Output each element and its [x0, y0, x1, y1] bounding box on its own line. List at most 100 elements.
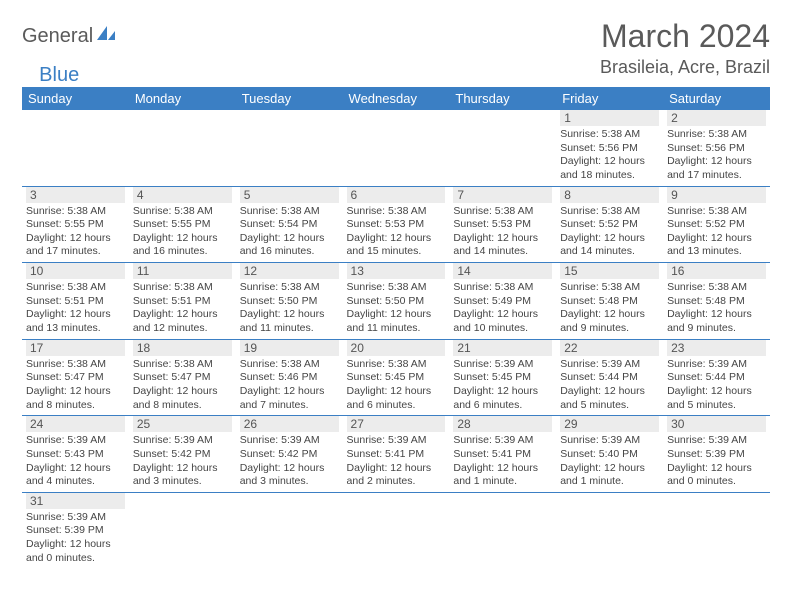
calendar-cell	[129, 110, 236, 186]
calendar-cell	[236, 110, 343, 186]
day-details: Sunrise: 5:39 AMSunset: 5:41 PMDaylight:…	[347, 434, 446, 489]
day-details: Sunrise: 5:38 AMSunset: 5:53 PMDaylight:…	[453, 205, 552, 260]
calendar-cell	[343, 492, 450, 568]
day-details: Sunrise: 5:39 AMSunset: 5:40 PMDaylight:…	[560, 434, 659, 489]
calendar-cell: 3Sunrise: 5:38 AMSunset: 5:55 PMDaylight…	[22, 186, 129, 263]
day-number: 8	[560, 187, 659, 203]
day-details: Sunrise: 5:38 AMSunset: 5:54 PMDaylight:…	[240, 205, 339, 260]
calendar-cell: 27 Sunrise: 5:39 AMSunset: 5:41 PMDayligh…	[343, 416, 450, 493]
calendar-cell: 20 Sunrise: 5:38 AMSunset: 5:45 PMDayligh…	[343, 339, 450, 416]
day-number: 20	[347, 340, 446, 356]
calendar-cell: 29 Sunrise: 5:39 AMSunset: 5:40 PMDayligh…	[556, 416, 663, 493]
day-number: 16	[667, 263, 766, 279]
calendar-cell: 7 Sunrise: 5:38 AMSunset: 5:53 PMDaylight…	[449, 186, 556, 263]
calendar-cell: 31 Sunrise: 5:39 AMSunset: 5:39 PMDayligh…	[22, 492, 129, 568]
day-details: Sunrise: 5:38 AMSunset: 5:47 PMDaylight:…	[133, 358, 232, 413]
calendar-cell: 15 Sunrise: 5:38 AMSunset: 5:48 PMDayligh…	[556, 263, 663, 340]
calendar-cell: 16Sunrise: 5:38 AMSunset: 5:48 PMDayligh…	[663, 263, 770, 340]
day-number: 24	[26, 416, 125, 432]
day-details: Sunrise: 5:38 AMSunset: 5:52 PMDaylight:…	[560, 205, 659, 260]
calendar-cell: 17Sunrise: 5:38 AMSunset: 5:47 PMDayligh…	[22, 339, 129, 416]
day-details: Sunrise: 5:38 AMSunset: 5:51 PMDaylight:…	[133, 281, 232, 336]
day-number: 11	[133, 263, 232, 279]
calendar-cell	[236, 492, 343, 568]
day-details: Sunrise: 5:39 AMSunset: 5:45 PMDaylight:…	[453, 358, 552, 413]
day-number: 15	[560, 263, 659, 279]
calendar-cell: 13 Sunrise: 5:38 AMSunset: 5:50 PMDayligh…	[343, 263, 450, 340]
weekday-header: Sunday	[22, 87, 129, 110]
calendar-cell: 18 Sunrise: 5:38 AMSunset: 5:47 PMDayligh…	[129, 339, 236, 416]
calendar-cell: 12 Sunrise: 5:38 AMSunset: 5:50 PMDayligh…	[236, 263, 343, 340]
day-number: 30	[667, 416, 766, 432]
day-number: 14	[453, 263, 552, 279]
calendar-cell: 26 Sunrise: 5:39 AMSunset: 5:42 PMDayligh…	[236, 416, 343, 493]
calendar-cell: 5Sunrise: 5:38 AMSunset: 5:54 PMDaylight…	[236, 186, 343, 263]
day-number: 27	[347, 416, 446, 432]
weekday-header: Monday	[129, 87, 236, 110]
day-details: Sunrise: 5:39 AMSunset: 5:44 PMDaylight:…	[667, 358, 766, 413]
day-details: Sunrise: 5:38 AMSunset: 5:56 PMDaylight:…	[560, 128, 659, 183]
day-number: 7	[453, 187, 552, 203]
day-number: 12	[240, 263, 339, 279]
calendar-cell	[556, 492, 663, 568]
calendar-cell: 8 Sunrise: 5:38 AMSunset: 5:52 PMDaylight…	[556, 186, 663, 263]
day-number: 21	[453, 340, 552, 356]
day-number: 22	[560, 340, 659, 356]
day-details: Sunrise: 5:38 AMSunset: 5:46 PMDaylight:…	[240, 358, 339, 413]
day-details: Sunrise: 5:39 AMSunset: 5:39 PMDaylight:…	[26, 511, 125, 566]
logo: General	[22, 24, 117, 48]
calendar-cell: 10 Sunrise: 5:38 AMSunset: 5:51 PMDayligh…	[22, 263, 129, 340]
calendar-cell: 25Sunrise: 5:39 AMSunset: 5:42 PMDayligh…	[129, 416, 236, 493]
calendar-cell: 21 Sunrise: 5:39 AMSunset: 5:45 PMDayligh…	[449, 339, 556, 416]
day-details: Sunrise: 5:38 AMSunset: 5:52 PMDaylight:…	[667, 205, 766, 260]
title-block: March 2024 Brasileia, Acre, Brazil	[600, 18, 770, 78]
calendar-cell: 2 Sunrise: 5:38 AMSunset: 5:56 PMDaylight…	[663, 110, 770, 186]
day-details: Sunrise: 5:38 AMSunset: 5:51 PMDaylight:…	[26, 281, 125, 336]
page-title: March 2024	[600, 18, 770, 55]
weekday-header: Tuesday	[236, 87, 343, 110]
day-details: Sunrise: 5:39 AMSunset: 5:42 PMDaylight:…	[240, 434, 339, 489]
day-details: Sunrise: 5:38 AMSunset: 5:50 PMDaylight:…	[347, 281, 446, 336]
day-number: 2	[667, 110, 766, 126]
weekday-header: Friday	[556, 87, 663, 110]
weekday-header: Saturday	[663, 87, 770, 110]
day-number: 4	[133, 187, 232, 203]
calendar-cell	[22, 110, 129, 186]
calendar-cell: 30 Sunrise: 5:39 AMSunset: 5:39 PMDayligh…	[663, 416, 770, 493]
day-number: 13	[347, 263, 446, 279]
day-details: Sunrise: 5:38 AMSunset: 5:45 PMDaylight:…	[347, 358, 446, 413]
calendar-cell: 22Sunrise: 5:39 AMSunset: 5:44 PMDayligh…	[556, 339, 663, 416]
calendar-header: SundayMondayTuesdayWednesdayThursdayFrid…	[22, 87, 770, 110]
day-number: 18	[133, 340, 232, 356]
calendar-cell	[449, 492, 556, 568]
location: Brasileia, Acre, Brazil	[600, 57, 770, 78]
day-number: 3	[26, 187, 125, 203]
calendar-cell: 28Sunrise: 5:39 AMSunset: 5:41 PMDayligh…	[449, 416, 556, 493]
calendar-cell: 1 Sunrise: 5:38 AMSunset: 5:56 PMDaylight…	[556, 110, 663, 186]
calendar-cell: 6Sunrise: 5:38 AMSunset: 5:53 PMDaylight…	[343, 186, 450, 263]
day-number: 1	[560, 110, 659, 126]
day-details: Sunrise: 5:38 AMSunset: 5:48 PMDaylight:…	[560, 281, 659, 336]
sail-icon	[95, 24, 117, 48]
day-details: Sunrise: 5:39 AMSunset: 5:42 PMDaylight:…	[133, 434, 232, 489]
logo-text-1: General	[22, 25, 93, 48]
day-number: 29	[560, 416, 659, 432]
day-details: Sunrise: 5:39 AMSunset: 5:39 PMDaylight:…	[667, 434, 766, 489]
day-number: 10	[26, 263, 125, 279]
day-number: 26	[240, 416, 339, 432]
calendar-cell: 23Sunrise: 5:39 AMSunset: 5:44 PMDayligh…	[663, 339, 770, 416]
day-number: 17	[26, 340, 125, 356]
calendar-cell	[449, 110, 556, 186]
calendar-cell	[129, 492, 236, 568]
day-details: Sunrise: 5:38 AMSunset: 5:50 PMDaylight:…	[240, 281, 339, 336]
day-number: 31	[26, 493, 125, 509]
weekday-header: Thursday	[449, 87, 556, 110]
day-details: Sunrise: 5:38 AMSunset: 5:56 PMDaylight:…	[667, 128, 766, 183]
calendar-cell: 9Sunrise: 5:38 AMSunset: 5:52 PMDaylight…	[663, 186, 770, 263]
day-number: 19	[240, 340, 339, 356]
calendar-cell: 4Sunrise: 5:38 AMSunset: 5:55 PMDaylight…	[129, 186, 236, 263]
weekday-header: Wednesday	[343, 87, 450, 110]
day-details: Sunrise: 5:39 AMSunset: 5:43 PMDaylight:…	[26, 434, 125, 489]
day-details: Sunrise: 5:38 AMSunset: 5:49 PMDaylight:…	[453, 281, 552, 336]
calendar-cell	[663, 492, 770, 568]
